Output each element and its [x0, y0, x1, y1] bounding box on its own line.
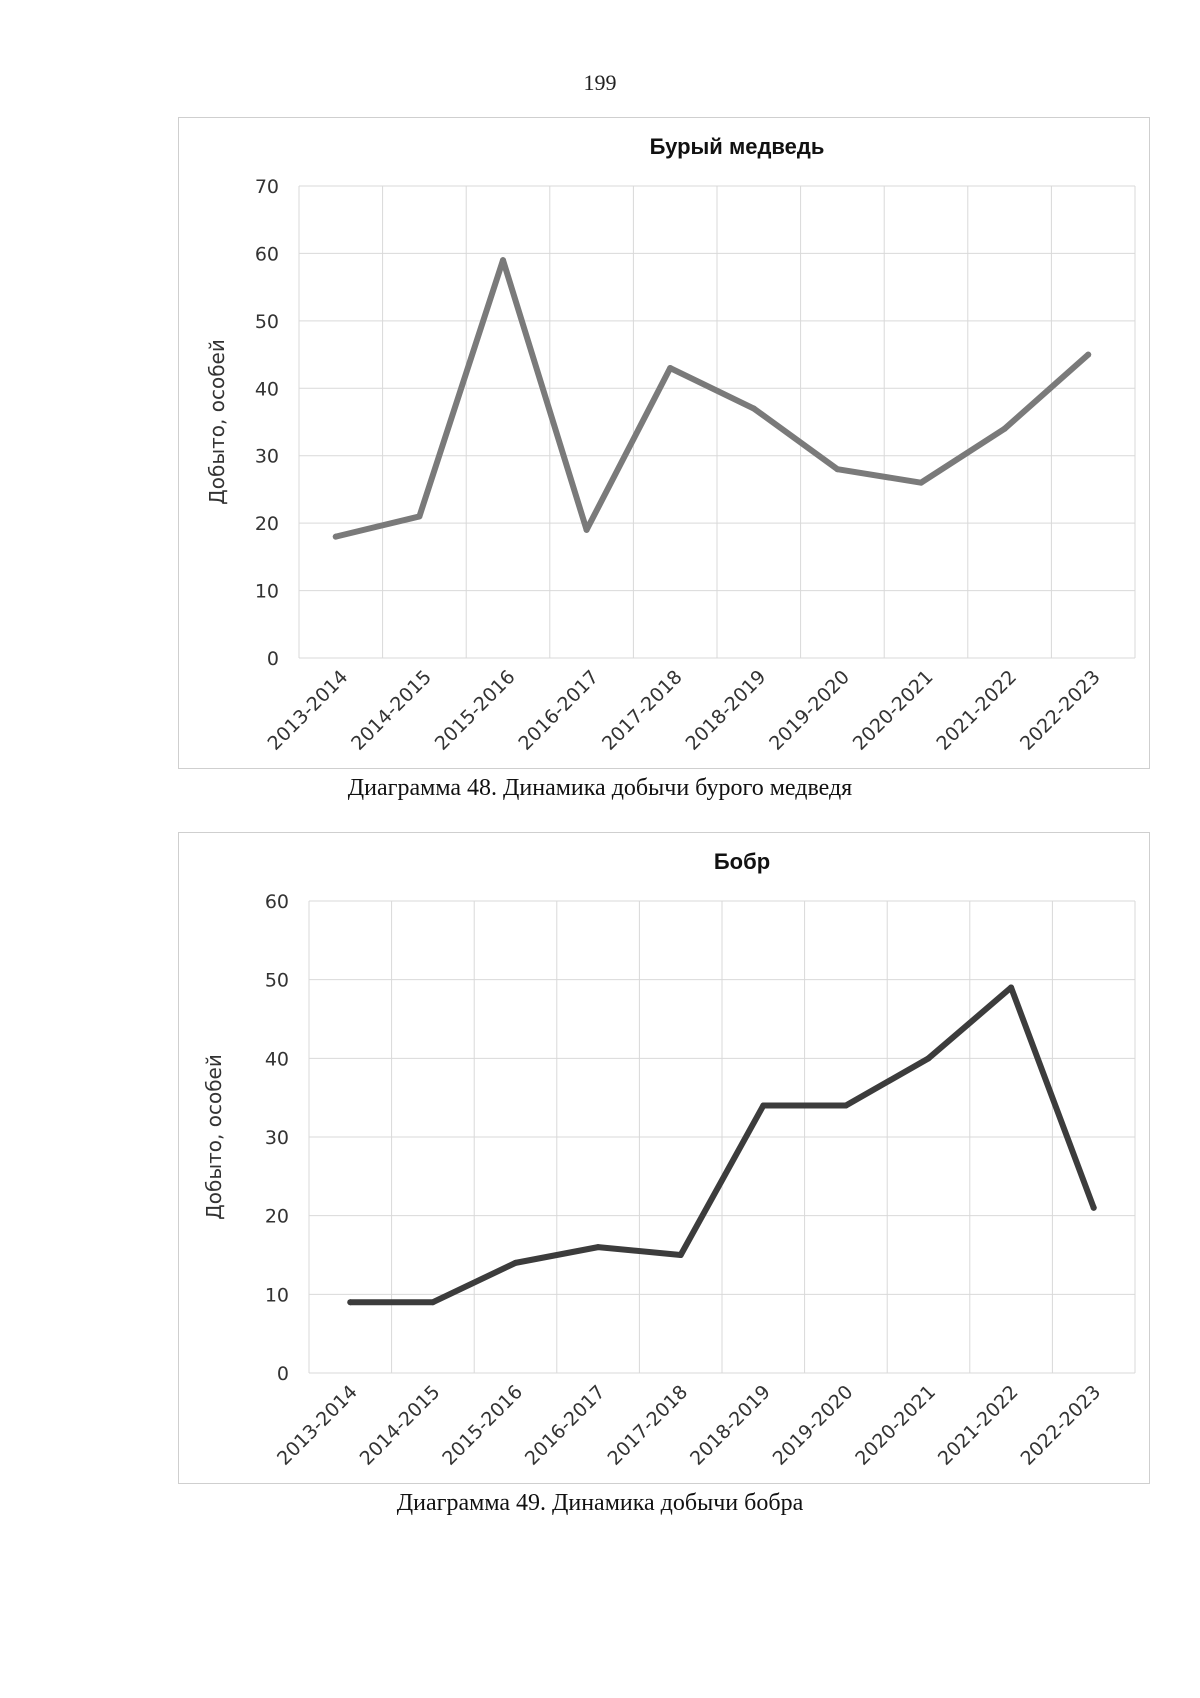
- beaver-ytick-20: 20: [265, 1206, 289, 1228]
- bear-point-5: [750, 405, 757, 412]
- beaver-xtick-4: 2017-2018: [603, 1381, 692, 1470]
- bear-ytick-20: 20: [255, 513, 279, 535]
- beaver-ytick-10: 10: [265, 1284, 289, 1306]
- bear-xtick-9: 2022-2023: [1016, 666, 1105, 755]
- beaver-xtick-2: 2015-2016: [438, 1381, 527, 1470]
- beaver-xtick-0: 2013-2014: [273, 1381, 362, 1470]
- bear-point-8: [1001, 425, 1008, 432]
- bear-ytick-50: 50: [255, 311, 279, 333]
- bear-xtick-0: 2013-2014: [264, 666, 353, 755]
- beaver-ytick-0: 0: [277, 1363, 289, 1385]
- bear-ytick-30: 30: [255, 446, 279, 468]
- bear-ytick-70: 70: [255, 176, 279, 198]
- beaver-point-8: [1008, 984, 1015, 991]
- bear-series-line-0: [332, 257, 1092, 540]
- bear-xtick-6: 2019-2020: [765, 666, 854, 755]
- bear-point-1: [416, 513, 423, 520]
- beaver-series-line-0: [347, 984, 1097, 1306]
- bear-ytick-0: 0: [267, 648, 279, 670]
- beaver-title: Бобр: [714, 849, 770, 874]
- bear-xtick-4: 2017-2018: [598, 666, 687, 755]
- bear-xtick-5: 2018-2019: [682, 666, 771, 755]
- beaver-xtick-7: 2020-2021: [851, 1381, 940, 1470]
- bear-xtick-1: 2014-2015: [347, 666, 436, 755]
- chart-beaver: Бобр 0 10 20 30 40 50 60 2013-2014 2014-2015 2015-…: [178, 832, 1150, 1484]
- bear-point-7: [918, 479, 924, 486]
- bear-point-4: [667, 365, 674, 372]
- beaver-point-6: [842, 1102, 849, 1109]
- beaver-xtick-8: 2021-2022: [934, 1381, 1023, 1470]
- bear-point-6: [834, 466, 841, 473]
- bear-xtick-7: 2020-2021: [849, 666, 938, 755]
- chart-beaver-caption: Диаграмма 49. Динамика добычи бобра: [396, 1490, 804, 1516]
- bear-ytick-60: 60: [255, 243, 279, 265]
- bear-ylabel: Добыто, особей: [205, 339, 229, 505]
- bear-point-2: [500, 257, 506, 264]
- chart-beaver-svg: Бобр 0 10 20 30 40 50 60 2013-20142014-20152015-…: [202, 849, 1136, 1470]
- beaver-xtick-1: 2014-2015: [356, 1381, 445, 1470]
- beaver-ytick-50: 50: [265, 970, 289, 992]
- bear-point-0: [332, 533, 339, 540]
- beaver-point-3: [595, 1244, 602, 1251]
- chart-brown-bear-caption: Диаграмма 48. Динамика добычи бурого мед…: [347, 775, 853, 801]
- beaver-ylabel: Добыто, особей: [202, 1054, 226, 1220]
- beaver-xtick-3: 2016-2017: [521, 1381, 610, 1470]
- beaver-point-7: [925, 1055, 932, 1062]
- beaver-xtick-6: 2019-2020: [769, 1381, 858, 1470]
- bear-xtick-3: 2016-2017: [514, 666, 603, 755]
- beaver-point-5: [760, 1102, 767, 1109]
- bear-ytick-40: 40: [255, 378, 279, 400]
- beaver-point-1: [429, 1299, 436, 1306]
- beaver-point-2: [512, 1259, 519, 1266]
- page-number: 199: [583, 70, 617, 95]
- bear-title: Бурый медведь: [650, 134, 825, 159]
- beaver-xtick-9: 2022-2023: [1016, 1381, 1105, 1470]
- bear-xtick-2: 2015-2016: [431, 666, 520, 755]
- bear-point-3: [583, 526, 590, 533]
- bear-point-9: [1085, 351, 1092, 358]
- bear-ytick-10: 10: [255, 581, 279, 603]
- chart-brown-bear: Бурый медведь 0 10 20 30 40 50 60 70 2013-2014 201…: [178, 117, 1150, 769]
- bear-xtick-8: 2021-2022: [932, 666, 1021, 755]
- chart-brown-bear-svg: Бурый медведь0102030405060702013-2014201…: [205, 134, 1136, 755]
- beaver-point-9: [1090, 1204, 1097, 1211]
- beaver-ytick-30: 30: [265, 1127, 289, 1149]
- beaver-xtick-5: 2018-2019: [686, 1381, 775, 1470]
- beaver-point-4: [677, 1252, 684, 1258]
- beaver-ytick-40: 40: [265, 1048, 289, 1070]
- beaver-ytick-60: 60: [265, 891, 289, 913]
- beaver-point-0: [347, 1299, 354, 1306]
